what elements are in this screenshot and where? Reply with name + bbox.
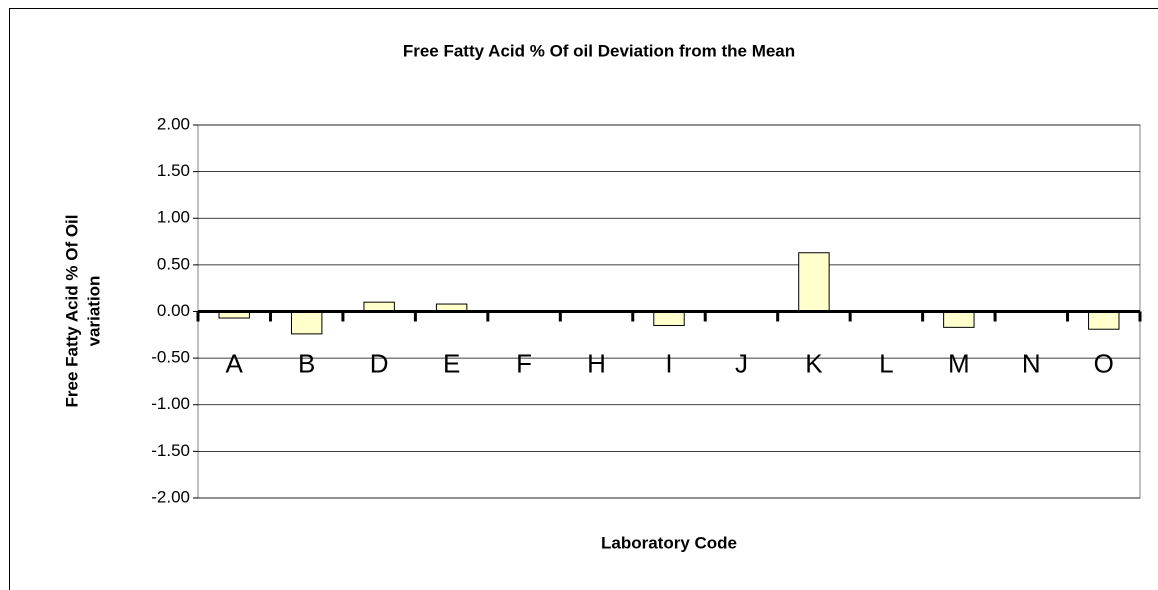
bar <box>798 252 830 313</box>
y-tick-label: 1.00 <box>157 208 190 227</box>
chart-frame <box>9 8 1158 590</box>
y-axis-label: Free Fatty Acid % Of Oil <box>62 214 81 407</box>
y-tick-label: 0.00 <box>157 301 190 320</box>
x-tick-label: I <box>665 348 672 378</box>
x-tick-label: O <box>1094 348 1114 378</box>
y-tick-label: 2.00 <box>157 114 190 133</box>
x-tick-label: B <box>298 348 315 378</box>
x-tick-label: J <box>735 348 748 378</box>
y-tick-label: -0.50 <box>151 348 190 367</box>
x-tick-label: F <box>516 348 532 378</box>
x-tick-label: L <box>879 348 893 378</box>
y-axis-label: variation <box>84 276 103 347</box>
y-tick-label: 0.50 <box>157 254 190 273</box>
x-tick-label: A <box>226 348 244 378</box>
y-tick-label: 1.50 <box>157 161 190 180</box>
x-tick-label: M <box>948 348 970 378</box>
x-tick-label: D <box>370 348 389 378</box>
bar <box>1088 311 1120 330</box>
chart-title: Free Fatty Acid % Of oil Deviation from … <box>403 41 795 60</box>
y-tick-label: -1.50 <box>151 441 190 460</box>
x-tick-label: N <box>1022 348 1041 378</box>
y-tick-label: -1.00 <box>151 394 190 413</box>
bar <box>290 311 323 335</box>
y-tick-label: -2.00 <box>151 487 190 506</box>
bar <box>943 311 975 328</box>
x-axis-label: Laboratory Code <box>601 533 737 552</box>
x-tick-label: E <box>443 348 460 378</box>
x-tick-label: K <box>805 348 823 378</box>
x-tick-label: H <box>587 348 606 378</box>
bar <box>653 311 685 326</box>
